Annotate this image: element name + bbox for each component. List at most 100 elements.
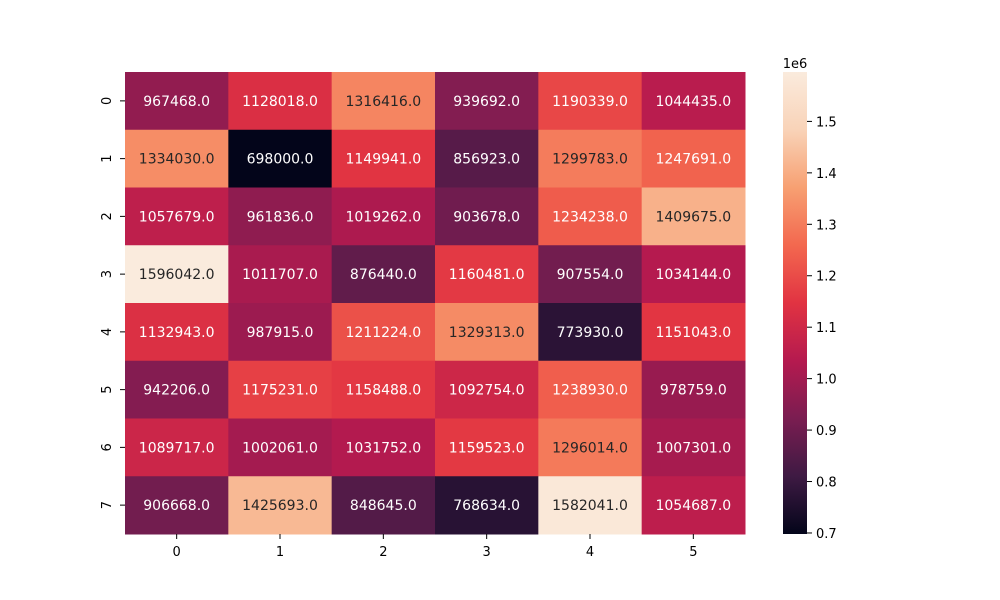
heatmap-value-label-r0-c5: 1044435.0 bbox=[655, 94, 731, 110]
heatmap-value-label-r0-c2: 1316416.0 bbox=[345, 94, 421, 110]
colorbar-tick-label-7: 1.4 bbox=[816, 167, 837, 182]
heatmap-cell-r2-c3 bbox=[435, 187, 539, 246]
heatmap-cell-r5-c5 bbox=[641, 360, 746, 419]
heatmap-cell-r0-c4 bbox=[538, 72, 643, 131]
heatmap-value-label-r5-c2: 1158488.0 bbox=[345, 383, 421, 399]
heatmap-cell-r7-c4 bbox=[538, 476, 643, 535]
heatmap-cell-r7-c5 bbox=[641, 476, 746, 535]
heatmap-value-label-r5-c0: 942206.0 bbox=[143, 383, 210, 399]
heatmap-value-label-r6-c3: 1159523.0 bbox=[449, 440, 525, 456]
heatmap-cell-r6-c4 bbox=[538, 418, 643, 477]
heatmap-cell-r7-c1 bbox=[228, 476, 333, 535]
heatmap-value-label-r5-c3: 1092754.0 bbox=[449, 383, 525, 399]
heatmap-value-labels: 967468.0 1128018.0 1316416.0 939692.0 119033… bbox=[139, 94, 731, 514]
heatmap-cell-r1-c4 bbox=[538, 129, 643, 188]
x-tick-label-5: 5 bbox=[689, 545, 697, 560]
heatmap-cell-r6-c5 bbox=[641, 418, 746, 477]
heatmap-cell-r6-c0 bbox=[125, 418, 229, 477]
colorbar-tick-label-8: 1.5 bbox=[816, 115, 837, 130]
heatmap-cell-r7-c3 bbox=[435, 476, 539, 535]
heatmap-value-label-r4-c2: 1211224.0 bbox=[345, 325, 421, 341]
heatmap-cell-r5-c0 bbox=[125, 360, 229, 419]
heatmap-cell-r5-c1 bbox=[228, 360, 333, 419]
y-tick-label-3: 3 bbox=[100, 270, 115, 278]
heatmap-value-label-r3-c5: 1034144.0 bbox=[655, 267, 731, 283]
heatmap-value-label-r5-c4: 1238930.0 bbox=[552, 383, 628, 399]
heatmap-value-label-r1-c0: 1334030.0 bbox=[139, 152, 215, 168]
heatmap-cell-r0-c1 bbox=[228, 72, 333, 131]
heatmap-cell-r1-c2 bbox=[331, 129, 436, 188]
heatmap-cell-r4-c5 bbox=[641, 303, 746, 362]
y-tick-label-1: 1 bbox=[100, 154, 115, 162]
heatmap-cell-r4-c3 bbox=[435, 303, 539, 362]
heatmap-value-label-r4-c1: 987915.0 bbox=[247, 325, 314, 341]
heatmap-value-label-r1-c1: 698000.0 bbox=[247, 152, 314, 168]
heatmap-cell-r4-c2 bbox=[331, 303, 436, 362]
heatmap-cell-r5-c2 bbox=[331, 360, 436, 419]
heatmap-value-label-r7-c1: 1425693.0 bbox=[242, 498, 318, 514]
heatmap-cell-r4-c0 bbox=[125, 303, 229, 362]
colorbar-tick-label-3: 1.0 bbox=[816, 373, 837, 388]
colorbar-gradient bbox=[783, 72, 807, 534]
heatmap-cell-r7-c2 bbox=[331, 476, 436, 535]
heatmap-cell-r3-c3 bbox=[435, 245, 539, 304]
heatmap-cells bbox=[125, 72, 746, 535]
y-tick-label-2: 2 bbox=[100, 212, 115, 220]
heatmap-cell-r2-c2 bbox=[331, 187, 436, 246]
heatmap-cell-r1-c5 bbox=[641, 129, 746, 188]
heatmap-cell-r2-c0 bbox=[125, 187, 229, 246]
heatmap-cell-r0-c0 bbox=[125, 72, 229, 131]
heatmap-value-label-r7-c4: 1582041.0 bbox=[552, 498, 628, 514]
y-tick-label-7: 7 bbox=[100, 501, 115, 509]
heatmap-value-label-r6-c1: 1002061.0 bbox=[242, 440, 318, 456]
heatmap-cell-r4-c1 bbox=[228, 303, 333, 362]
heatmap-value-label-r2-c5: 1409675.0 bbox=[655, 209, 731, 225]
heatmap-value-label-r3-c4: 907554.0 bbox=[557, 267, 624, 283]
heatmap-value-label-r4-c0: 1132943.0 bbox=[139, 325, 215, 341]
heatmap-cell-r0-c2 bbox=[331, 72, 436, 131]
colorbar-multiplier-label: 1e6 bbox=[783, 57, 808, 72]
heatmap-value-label-r3-c1: 1011707.0 bbox=[242, 267, 318, 283]
heatmap-value-label-r5-c1: 1175231.0 bbox=[242, 383, 318, 399]
heatmap-value-label-r7-c3: 768634.0 bbox=[453, 498, 520, 514]
x-tick-label-4: 4 bbox=[586, 545, 594, 560]
x-tick-label-3: 3 bbox=[483, 545, 491, 560]
heatmap-value-label-r3-c2: 876440.0 bbox=[350, 267, 417, 283]
heatmap-value-label-r1-c5: 1247691.0 bbox=[655, 152, 731, 168]
heatmap-cell-r2-c1 bbox=[228, 187, 333, 246]
heatmap-value-label-r6-c4: 1296014.0 bbox=[552, 440, 628, 456]
heatmap-value-label-r2-c4: 1234238.0 bbox=[552, 209, 628, 225]
heatmap-value-label-r2-c1: 961836.0 bbox=[247, 209, 314, 225]
heatmap-cell-r1-c1 bbox=[228, 129, 333, 188]
colorbar-tick-label-0: 0.7 bbox=[816, 527, 837, 542]
heatmap-value-label-r6-c5: 1007301.0 bbox=[655, 440, 731, 456]
colorbar-tick-label-4: 1.1 bbox=[816, 321, 837, 336]
heatmap-cell-r7-c0 bbox=[125, 476, 229, 535]
heatmap-value-label-r0-c4: 1190339.0 bbox=[552, 94, 628, 110]
y-tick-label-4: 4 bbox=[100, 328, 115, 336]
heatmap-value-label-r2-c3: 903678.0 bbox=[453, 209, 520, 225]
heatmap-value-label-r0-c3: 939692.0 bbox=[453, 94, 520, 110]
y-tick-label-5: 5 bbox=[100, 385, 115, 393]
heatmap-value-label-r5-c5: 978759.0 bbox=[660, 383, 727, 399]
heatmap-cell-r6-c3 bbox=[435, 418, 539, 477]
heatmap-cell-r3-c0 bbox=[125, 245, 229, 304]
heatmap-cell-r3-c2 bbox=[331, 245, 436, 304]
heatmap-cell-r0-c3 bbox=[435, 72, 539, 131]
heatmap-cell-r2-c5 bbox=[641, 187, 746, 246]
y-tick-label-6: 6 bbox=[100, 443, 115, 451]
heatmap-value-label-r2-c2: 1019262.0 bbox=[345, 209, 421, 225]
y-tick-label-0: 0 bbox=[100, 97, 115, 105]
heatmap-value-label-r6-c2: 1031752.0 bbox=[345, 440, 421, 456]
colorbar-tick-label-5: 1.2 bbox=[816, 270, 837, 285]
heatmap-value-label-r4-c4: 773930.0 bbox=[557, 325, 624, 341]
x-tick-label-1: 1 bbox=[276, 545, 284, 560]
heatmap-value-label-r0-c0: 967468.0 bbox=[143, 94, 210, 110]
heatmap-cell-r1-c3 bbox=[435, 129, 539, 188]
heatmap-value-label-r1-c2: 1149941.0 bbox=[345, 152, 421, 168]
heatmap-cell-r3-c4 bbox=[538, 245, 643, 304]
heatmap-value-label-r4-c3: 1329313.0 bbox=[449, 325, 525, 341]
colorbar-tick-label-2: 0.9 bbox=[816, 424, 837, 439]
heatmap-cell-r4-c4 bbox=[538, 303, 643, 362]
